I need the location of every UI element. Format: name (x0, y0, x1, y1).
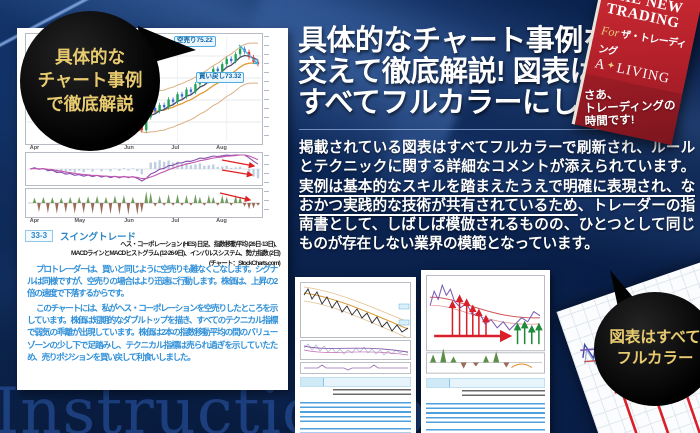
x-label: Apr (29, 218, 40, 224)
y-axis-ticks (264, 191, 269, 215)
mini-text-lines (300, 428, 411, 433)
x-label: Aug (216, 218, 227, 224)
mini-figure-label (300, 377, 411, 387)
annotation-cover: 買い戻し73.32 (196, 72, 245, 83)
mini-figure-number (427, 378, 450, 387)
x-label: May (74, 218, 86, 224)
mini-text-lines (426, 402, 545, 425)
x-label: Jul (171, 218, 180, 224)
x-label: Jul (171, 145, 180, 151)
x-label: Aug (216, 145, 227, 151)
sample-page-1 (295, 277, 416, 433)
body-paragraph: 掲載されている図表はすべてフルカラーで刷新され、ルールとテクニックに関する詳細な… (299, 139, 695, 255)
x-label: Apr (29, 145, 40, 151)
bubble-line: 具体的な (55, 46, 125, 67)
x-label: Jun (124, 145, 134, 151)
cover-script-word: For (600, 23, 621, 40)
macd-panel (25, 152, 269, 186)
x-label: Jun (124, 218, 134, 224)
mini-caption-lines (333, 389, 411, 398)
force-index-panel (25, 188, 269, 218)
cover-banner-text: さあ、 トレーディングの 時間です! (583, 88, 676, 128)
mini-text-lines (300, 402, 411, 424)
x-axis-months: Apr May Jun Jul Aug (25, 218, 261, 224)
body-text: 掲載されている図表はすべてフルカラーで刷新され、ルールとテクニックに関する詳細な… (299, 140, 695, 176)
bubble-line: フルカラー (616, 350, 694, 367)
speech-bubble-left: 具体的な チャート事例 で徹底解説 (20, 11, 160, 151)
bubble-line: で徹底解説 (46, 93, 134, 114)
mini-caption-lines (461, 389, 545, 399)
bubble-line: チャート事例 (37, 70, 143, 91)
caption-line: ヘス・コーポレーション (HES) 日足、指数移動平均 (26日-13日)、 (120, 241, 281, 248)
book-cover: THE NEW TRADING Forザ・トレーディング A✦LIVING アレ… (571, 0, 700, 145)
mini-text-lines (426, 428, 545, 433)
bubble-line: 図表はすべて (609, 329, 700, 347)
figure-paragraph: このチャートには、私がヘス・コーポレーションを空売りしたところを示しています。株… (27, 303, 278, 362)
mini-chart-2-svg (426, 275, 545, 374)
mini-chart-1-svg (300, 282, 411, 374)
x-axis-months: Apr May Jun Jul Aug (25, 145, 261, 151)
mini-figure-label (426, 377, 545, 388)
y-axis-ticks (264, 155, 269, 183)
mini-figure-number (301, 378, 324, 386)
y-axis-ticks (264, 36, 269, 142)
macd-svg (27, 154, 261, 182)
caption-line: MACDラインとMACDヒストグラム (12-26-9日)、インパルスシステム、… (71, 250, 281, 258)
force-index-svg (28, 191, 260, 215)
sample-page-2 (421, 270, 550, 433)
figure-paragraph: プロトレーダーは、買いと同じように空売りも難なくこなします。シグナルは同様ですが… (27, 264, 278, 299)
